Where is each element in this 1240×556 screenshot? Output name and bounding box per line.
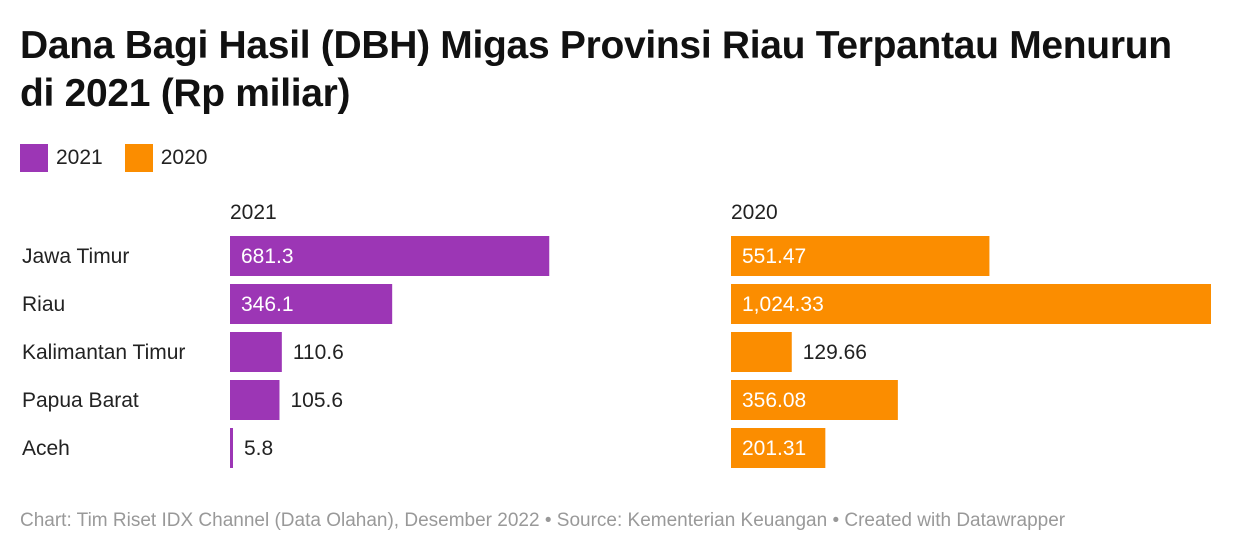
legend-swatch-2021 xyxy=(20,144,48,172)
data-label-2021: 5.8 xyxy=(244,437,273,460)
bar-2021 xyxy=(230,380,280,420)
bar-2021 xyxy=(230,284,393,324)
legend-item-2020: 2020 xyxy=(124,144,208,172)
data-label-2021: 681.3 xyxy=(241,245,294,268)
category-label: Papua Barat xyxy=(22,389,139,412)
bar-2020 xyxy=(731,380,898,420)
category-label: Kalimantan Timur xyxy=(22,341,185,364)
bar-2020 xyxy=(731,236,990,276)
bar-chart: Jawa Timur Riau Kalimantan Timur Papua Bara… xyxy=(22,201,1211,468)
bar-2021 xyxy=(230,332,282,372)
legend-label-2020: 2020 xyxy=(160,146,208,169)
bar-2021 xyxy=(230,236,550,276)
data-label-2020: 1,024.33 xyxy=(742,293,824,316)
data-label-2020: 201.31 xyxy=(742,437,806,460)
bar-2020 xyxy=(731,284,1211,324)
legend: 2021 2020 xyxy=(20,144,229,172)
chart-footer: Chart: Tim Riset IDX Channel (Data Olaha… xyxy=(20,510,1066,531)
legend-item-2021: 2021 xyxy=(20,144,103,172)
panel-header-2021: 2021 xyxy=(230,201,277,224)
data-label-2020: 356.08 xyxy=(742,389,806,412)
category-label: Jawa Timur xyxy=(22,245,129,268)
panel-header-2020: 2020 xyxy=(731,201,778,224)
legend-label-2021: 2021 xyxy=(56,146,103,169)
legend-swatch-2020 xyxy=(124,144,153,172)
data-label-2020: 551.47 xyxy=(742,245,806,268)
chart-title: Dana Bagi Hasil (DBH) Migas Provinsi Ria… xyxy=(20,24,1172,115)
data-label-2021: 346.1 xyxy=(241,293,294,316)
bar-2020 xyxy=(731,332,792,372)
data-label-2020: 129.66 xyxy=(803,341,867,364)
data-label-2021: 105.6 xyxy=(290,389,343,412)
data-label-2021: 110.6 xyxy=(293,341,344,364)
bar-2020 xyxy=(731,428,826,468)
category-label: Aceh xyxy=(22,437,70,460)
category-label: Riau xyxy=(22,293,65,316)
bar-2021 xyxy=(230,428,233,468)
